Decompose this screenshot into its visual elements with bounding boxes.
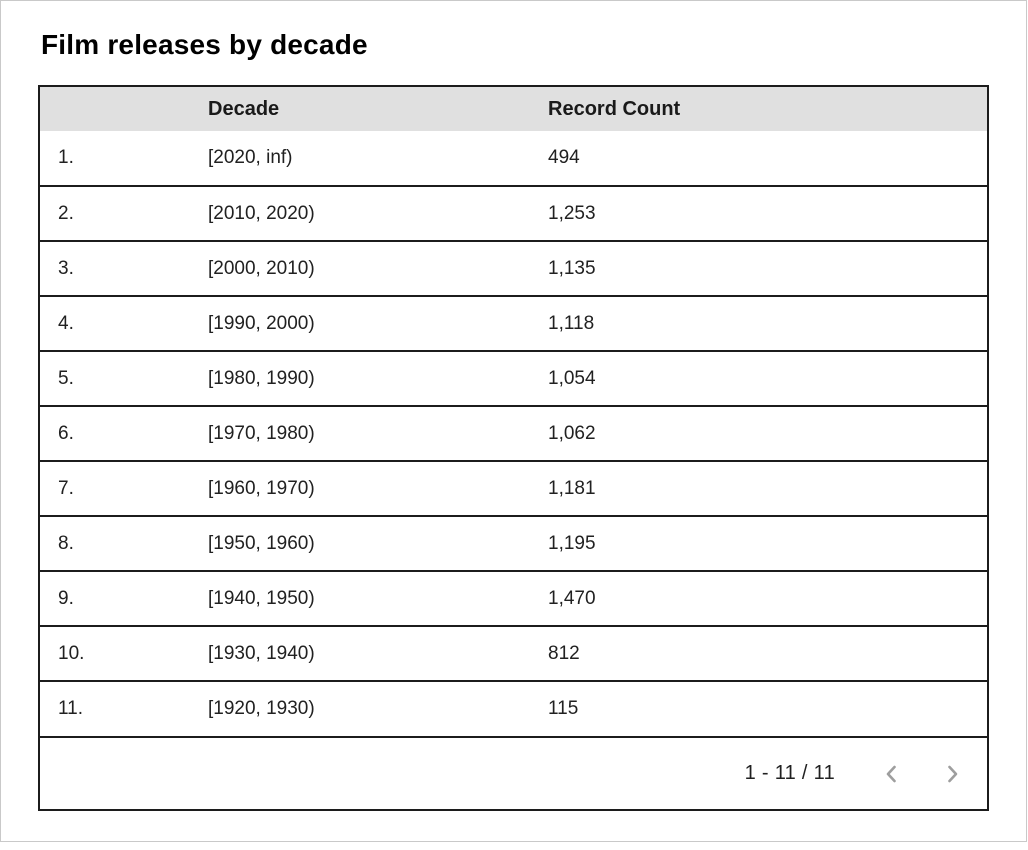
row-number: 11. [40,680,208,736]
record-count-cell: 1,135 [548,240,987,296]
decade-cell: [1940, 1950) [208,570,548,626]
column-header-decade[interactable]: Decade [208,87,548,131]
record-count-cell: 1,470 [548,570,987,626]
table-header-row: Decade Record Count [40,87,987,131]
decade-cell: [2020, inf) [208,131,548,186]
pagination-range-label: 1 - 11 / 11 [744,762,835,784]
decade-cell: [1930, 1940) [208,625,548,681]
record-count-cell: 1,253 [548,185,987,241]
row-number: 6. [40,405,208,461]
decade-cell: [2000, 2010) [208,240,548,296]
column-header-record-count[interactable]: Record Count [548,87,987,131]
table-row: 5. [1980, 1990) 1,054 [40,350,987,406]
chevron-left-icon [880,761,904,787]
record-count-cell: 1,054 [548,350,987,406]
decade-cell: [1990, 2000) [208,295,548,351]
row-number: 4. [40,295,208,351]
row-number: 7. [40,460,208,516]
row-number: 2. [40,185,208,241]
table-row: 6. [1970, 1980) 1,062 [40,405,987,461]
decade-cell: [1950, 1960) [208,515,548,571]
table-row: 2. [2010, 2020) 1,253 [40,185,987,241]
row-number: 10. [40,625,208,681]
table-row: 9. [1940, 1950) 1,470 [40,570,987,626]
record-count-cell: 494 [548,131,987,186]
decade-cell: [1970, 1980) [208,405,548,461]
record-count-cell: 1,181 [548,460,987,516]
column-header-row-number [40,87,208,131]
record-count-cell: 115 [548,680,987,736]
table-row: 10. [1930, 1940) 812 [40,625,987,681]
row-number: 5. [40,350,208,406]
table-row: 8. [1950, 1960) 1,195 [40,515,987,571]
decade-cell: [2010, 2020) [208,185,548,241]
decade-cell: [1980, 1990) [208,350,548,406]
row-number: 9. [40,570,208,626]
decade-cell: [1960, 1970) [208,460,548,516]
pagination-next-button[interactable] [939,759,965,789]
pagination-prev-button[interactable] [879,759,905,789]
table-row: 11. [1920, 1930) 115 [40,680,987,736]
record-count-cell: 1,118 [548,295,987,351]
record-count-cell: 1,195 [548,515,987,571]
decade-cell: [1920, 1930) [208,680,548,736]
page-title: Film releases by decade [41,29,368,60]
row-number: 3. [40,240,208,296]
record-count-cell: 812 [548,625,987,681]
record-count-cell: 1,062 [548,405,987,461]
chevron-right-icon [940,761,964,787]
row-number: 1. [40,131,208,186]
table-row: 1. [2020, inf) 494 [40,131,987,186]
table-widget: Decade Record Count 1. [2020, inf) 494 2… [38,85,989,811]
table-row: 3. [2000, 2010) 1,135 [40,240,987,296]
table-row: 4. [1990, 2000) 1,118 [40,295,987,351]
table-row: 7. [1960, 1970) 1,181 [40,460,987,516]
row-number: 8. [40,515,208,571]
pagination-bar: 1 - 11 / 11 [40,736,987,809]
data-table: Decade Record Count 1. [2020, inf) 494 2… [40,87,987,736]
